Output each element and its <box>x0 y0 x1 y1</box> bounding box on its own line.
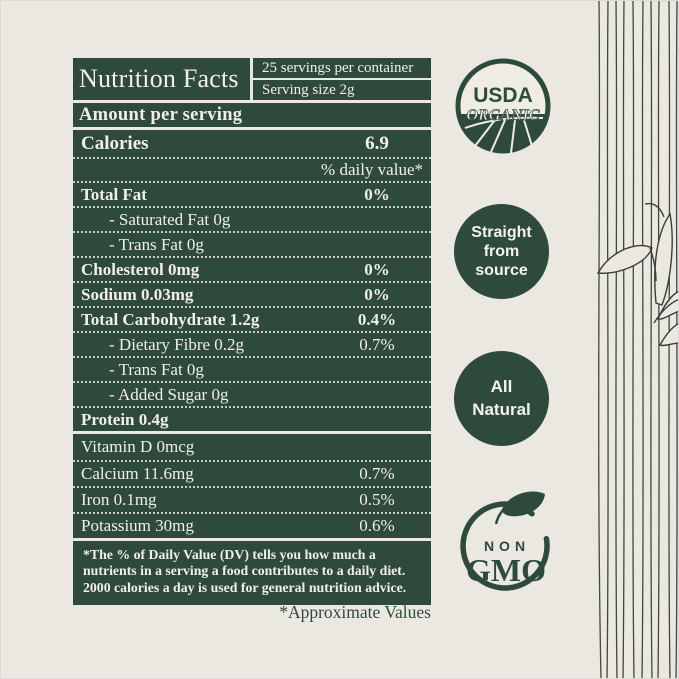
calories-label: Calories <box>81 132 149 154</box>
micronutrient-row: Calcium 11.6mg 0.7% <box>73 460 431 486</box>
nutrient-row: - Dietary Fibre 0.2g 0.7% <box>73 331 431 356</box>
organic-text: ORGANIC <box>467 107 540 124</box>
nutrient-row: - Saturated Fat 0g <box>73 206 431 231</box>
bamboo-leaf-cluster <box>596 202 678 347</box>
approximate-values-note: *Approximate Values <box>279 602 431 622</box>
amount-per-serving-band: Amount per serving <box>73 103 431 127</box>
nutrient-row: Cholesterol 0mg 0% <box>73 256 431 281</box>
nutrient-row: - Trans Fat 0g <box>73 231 431 256</box>
nutrient-row: Total Carbohydrate 1.2g 0.4% <box>73 306 431 331</box>
non-gmo-badge: NON GMO <box>460 491 550 591</box>
usda-organic-badge: USDA ORGANIC <box>455 58 551 154</box>
nutrition-facts-label: Nutrition Facts 25 servings per containe… <box>73 58 431 605</box>
leaf-icon <box>502 491 545 517</box>
nutrient-row: Sodium 0.03mg 0% <box>73 281 431 306</box>
micronutrient-row: Vitamin D 0mcg <box>81 437 195 456</box>
main-nutrients-box: Calories 6.9 % daily value* Total Fat 0%… <box>73 130 431 431</box>
nutrient-row: - Added Sugar 0g <box>73 381 431 406</box>
nutrient-row: Total Fat 0% <box>73 181 431 206</box>
calories-value: 6.9 <box>365 132 389 154</box>
bamboo-reeds-illustration <box>596 1 678 678</box>
non-text: NON <box>484 538 530 554</box>
serving-info-box: 25 servings per container Serving size 2… <box>253 58 431 100</box>
nutrient-row: - Trans Fat 0g <box>73 356 431 381</box>
usda-text: USDA <box>473 84 533 107</box>
gmo-text: GMO <box>466 552 546 588</box>
furrow-lines-icon <box>464 116 544 154</box>
straight-from-source-badge: Straight from source <box>454 204 549 299</box>
nutrient-row: Protein 0.4g <box>73 406 431 431</box>
micronutrient-row: Potassium 30mg 0.6% <box>73 512 431 538</box>
daily-value-header: % daily value* <box>73 157 431 181</box>
servings-per-container: 25 servings per container <box>262 59 414 76</box>
nutrition-facts-title: Nutrition Facts <box>73 58 250 100</box>
daily-value-footnote: *The % of Daily Value (DV) tells you how… <box>73 541 431 605</box>
serving-size: Serving size 2g <box>253 78 431 100</box>
micronutrients-box: Vitamin D 0mcg Calcium 11.6mg 0.7% Iron … <box>73 434 431 538</box>
micronutrient-row: Iron 0.1mg 0.5% <box>73 486 431 512</box>
calories-row: Calories 6.9 <box>73 130 431 157</box>
label-header: Nutrition Facts 25 servings per containe… <box>73 58 431 100</box>
all-natural-badge: All Natural <box>454 351 549 446</box>
